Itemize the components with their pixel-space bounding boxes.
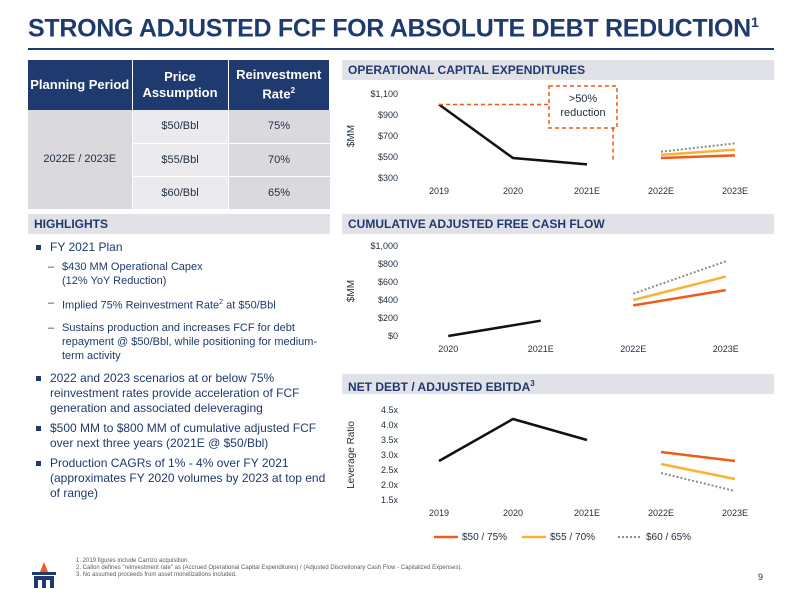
highlight-sub: – $430 MM Operational Capex (12% YoY Reduc… [48, 261, 203, 287]
leverage-chart-title: NET DEBT / ADJUSTED EBITDA3 [342, 374, 774, 394]
fcf-chart-title: CUMULATIVE ADJUSTED FREE CASH FLOW [342, 214, 774, 234]
series-line-scenario [660, 154, 736, 160]
series-line-scenario [660, 462, 736, 481]
table-row: $60/Bbl 65% [28, 176, 330, 210]
legend-label: $50 / 75% [462, 532, 507, 543]
y-tick-label: $400 [378, 295, 398, 305]
footnotes: 1. 2019 figures include Carrizo acquisit… [76, 558, 462, 579]
price-cell: $50/Bbl [131, 110, 228, 144]
x-tick-label: 2019 [429, 508, 449, 518]
x-tick-label: 2020 [438, 344, 458, 354]
series-line-scenario [660, 472, 736, 492]
header-planning-period: Planning Period [28, 60, 133, 110]
series-line-actual [438, 103, 588, 166]
highlights-list: FY 2021 Plan – $430 MM Operational Capex(… [34, 240, 334, 506]
x-tick-label: 2021E [528, 344, 554, 354]
y-tick-label: $700 [378, 131, 398, 141]
x-tick-label: 2023E [713, 344, 739, 354]
y-tick-label: 4.5x [381, 405, 399, 415]
x-tick-label: 2022E [648, 186, 674, 196]
series-line-scenario [633, 288, 726, 307]
fcf-chart: $0 $200 $400 $600 $800 $1,000 $MM 2020 2021E 2022… [346, 241, 739, 354]
x-tick-label: 2022E [620, 344, 646, 354]
rate-cell: 65% [227, 176, 330, 210]
x-tick-label: 2023E [722, 186, 748, 196]
y-tick-label: 2.0x [381, 480, 399, 490]
y-tick-label: $500 [378, 152, 398, 162]
y-tick-label: 1.5x [381, 495, 399, 505]
capex-chart: $300 $500 $700 $900 $1,100 $MM 2019 2020 2021E 20… [346, 85, 748, 196]
y-tick-label: 3.5x [381, 435, 399, 445]
y-tick-label: $300 [378, 173, 398, 183]
highlight-sub: – Implied 75% Reinvestment Rate2 at $50/B… [48, 297, 276, 312]
series-line-actual [448, 319, 541, 338]
y-axis-label: Leverage Ratio [346, 421, 357, 489]
y-tick-label: $900 [378, 110, 398, 120]
annotation-box [548, 85, 618, 129]
price-cell: $55/Bbl [131, 143, 228, 177]
planning-table: Planning Period Price Assumption Reinves… [28, 60, 330, 210]
table-header-row: Planning Period Price Assumption Reinves… [28, 60, 330, 110]
x-tick-label: 2022E [648, 508, 674, 518]
planning-period-cell: 2022E / 2023E [28, 110, 132, 210]
x-tick-label: 2023E [722, 508, 748, 518]
x-tick-label: 2020 [503, 186, 523, 196]
title-rule [28, 48, 774, 50]
company-logo [32, 562, 56, 588]
footnote: 1. 2019 figures include Carrizo acquisit… [76, 558, 190, 564]
series-line-actual [438, 417, 588, 463]
series-line-scenario [660, 148, 736, 157]
capex-chart-title: OPERATIONAL CAPITAL EXPENDITURES [342, 60, 774, 80]
x-tick-label: 2021E [574, 508, 600, 518]
page-title: STRONG ADJUSTED FCF FOR ABSOLUTE DEBT RE… [28, 14, 759, 43]
y-tick-label: $800 [378, 259, 398, 269]
series-line-scenario [660, 450, 736, 463]
y-tick-label: 3.0x [381, 450, 399, 460]
series-line-scenario [660, 142, 736, 153]
highlight-bullet: 2022 and 2023 scenarios at or below 75% … [34, 371, 334, 416]
legend-label: $55 / 70% [550, 532, 595, 543]
y-tick-label: $0 [388, 331, 398, 341]
header-price-assumption: Price Assumption [132, 60, 229, 110]
x-tick-label: 2019 [429, 186, 449, 196]
footnote: 2. Callon defines "reinvestment rate" as… [76, 565, 463, 571]
footnote: 3. No assumed proceeds from asset moneti… [76, 572, 237, 578]
table-row: $55/Bbl 70% [28, 143, 330, 177]
x-tick-label: 2020 [503, 508, 523, 518]
y-tick-label: 4.0x [381, 420, 399, 430]
highlight-sub: – Sustains production and increases FCF f… [48, 321, 318, 362]
highlight-bullet: Production CAGRs of 1% - 4% over FY 2021… [34, 456, 334, 501]
y-axis-label: $MM [346, 280, 357, 302]
annotation-text: reduction [560, 107, 605, 119]
annotation-text: >50% [569, 93, 598, 105]
series-line-scenario [632, 260, 727, 295]
rate-cell: 70% [227, 143, 330, 177]
table-row: 2022E / 2023E $50/Bbl 75% [28, 110, 330, 210]
leverage-chart: 1.5x 2.0x 2.5x 3.0x 3.5x 4.0x 4.5x Leverage Rat… [346, 405, 748, 543]
y-tick-label: 2.5x [381, 465, 399, 475]
series-line-scenario [632, 275, 727, 302]
y-tick-label: $200 [378, 313, 398, 323]
highlights-heading: HIGHLIGHTS [28, 214, 330, 234]
y-axis-label: $MM [346, 125, 357, 147]
price-cell: $60/Bbl [131, 176, 228, 210]
y-tick-label: $1,100 [370, 89, 398, 99]
legend-label: $60 / 65% [646, 532, 691, 543]
header-reinvestment-rate: Reinvestment Rate2 [228, 60, 330, 110]
y-tick-label: $1,000 [370, 241, 398, 251]
y-tick-label: $600 [378, 277, 398, 287]
rate-cell: 75% [227, 110, 330, 144]
highlight-bullet: $500 MM to $800 MM of cumulative adjuste… [34, 421, 334, 451]
page-number: 9 [758, 572, 764, 582]
x-tick-label: 2021E [574, 186, 600, 196]
highlight-bullet: FY 2021 Plan [34, 240, 334, 255]
